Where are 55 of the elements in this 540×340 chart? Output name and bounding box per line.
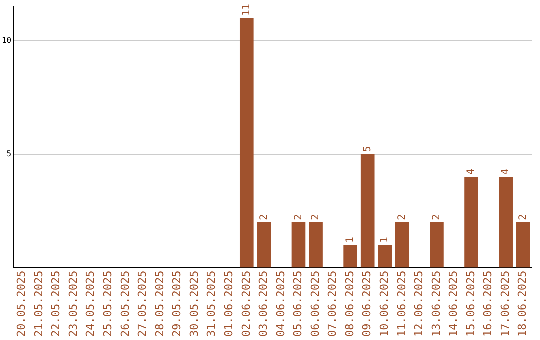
x-tick-label: 22.05.2025 [50,270,63,338]
x-tick-label: 01.06.2025 [222,270,236,338]
x-tick-label: 04.06.2025 [274,270,288,338]
x-tick-label: 11.06.2025 [395,270,408,338]
bar [430,222,444,268]
x-tick-label: 05.06.2025 [292,270,305,338]
x-tick-label: 10.06.2025 [378,270,391,338]
x-tick-label: 03.06.2025 [257,270,270,338]
x-tick-label: 27.05.2025 [136,270,150,338]
x-tick-label: 12.06.2025 [412,270,426,338]
x-tick-label: 18.06.2025 [516,270,530,338]
x-tick-label: 07.06.2025 [326,270,340,338]
bar [464,177,478,268]
bar [257,222,272,268]
bar [344,245,358,268]
data-label: 4 [500,168,512,175]
x-tick-label: 30.05.2025 [188,270,201,338]
x-tick-label: 08.06.2025 [343,270,356,338]
y-tick-label: 10 [2,36,12,45]
x-tick-label: 28.05.2025 [153,270,166,338]
data-label: 2 [432,214,443,220]
bar [395,222,410,268]
data-label: 1 [380,237,391,244]
x-tick-label: 24.05.2025 [84,270,98,338]
x-tick-label: 29.05.2025 [170,270,184,338]
data-label: 1 [345,237,356,244]
data-label: 2 [293,214,304,220]
x-tick-label: 16.06.2025 [482,270,495,338]
bar [292,222,306,268]
x-tick-label: 13.06.2025 [430,270,443,338]
x-tick-label: 21.05.2025 [32,270,46,338]
bar [378,245,392,268]
data-label: 2 [397,214,408,220]
x-tick-label: 02.06.2025 [240,270,253,338]
data-label: 2 [258,214,270,220]
data-label: 4 [466,168,478,175]
x-tick-label: 31.05.2025 [205,270,218,338]
x-tick-label: 09.06.2025 [360,270,374,338]
bar [240,18,254,268]
x-tick-label: 15.06.2025 [464,270,478,338]
bar [360,154,375,268]
data-label: 11 [241,4,252,16]
data-label: 5 [362,146,374,152]
x-tick-label: 23.05.2025 [66,270,80,338]
x-tick-label: 14.06.2025 [447,270,460,338]
bar [516,222,530,268]
x-tick-label: 17.06.2025 [498,270,512,338]
data-label: 2 [518,214,529,220]
x-tick-label: 26.05.2025 [118,270,132,338]
x-tick-label: 20.05.2025 [15,270,28,338]
x-tick-label: 06.06.2025 [308,270,322,338]
bar [499,177,513,268]
data-label: 2 [310,214,322,220]
x-tick-label: 25.05.2025 [102,270,115,338]
bar [309,222,323,268]
